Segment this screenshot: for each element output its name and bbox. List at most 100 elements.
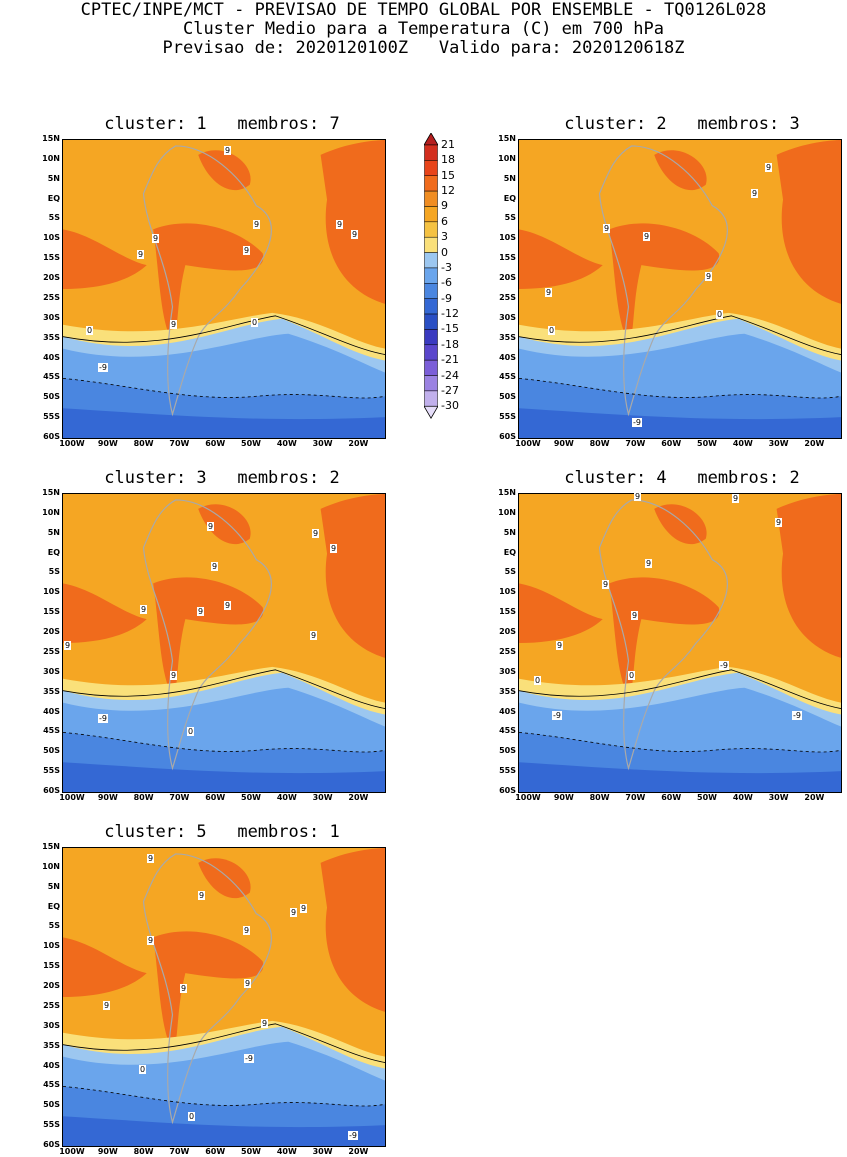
panel-title: cluster: 2 membros: 3 bbox=[564, 114, 800, 134]
contour-label: 9 bbox=[224, 601, 232, 610]
latitude-label: 10N bbox=[42, 507, 60, 517]
latitude-label: 20S bbox=[43, 627, 60, 637]
longitude-label: 90W bbox=[97, 793, 118, 802]
latitude-label: 20S bbox=[499, 627, 516, 637]
latitude-label: 40S bbox=[499, 706, 516, 716]
latitude-label: 25S bbox=[499, 646, 516, 656]
latitude-label: 45S bbox=[43, 372, 60, 382]
latitude-label: 40S bbox=[43, 1060, 60, 1070]
latitude-label: 15N bbox=[42, 134, 60, 143]
contour-label: 9 bbox=[705, 272, 713, 281]
latitude-label: 35S bbox=[43, 1040, 60, 1050]
map-panel bbox=[518, 139, 842, 439]
latitude-label: 35S bbox=[499, 332, 516, 342]
longitude-label: 50W bbox=[241, 1147, 261, 1156]
latitude-label: 15S bbox=[43, 253, 60, 263]
colorbar-box bbox=[424, 206, 438, 223]
colorbar-level-label: 9 bbox=[441, 199, 448, 213]
contour-label: 9 bbox=[170, 320, 178, 329]
contour-label: 9 bbox=[140, 605, 148, 614]
contour-label: 9 bbox=[634, 492, 642, 501]
latitude-label: 15N bbox=[42, 488, 60, 497]
latitude-label: 25S bbox=[43, 1000, 60, 1010]
latitude-label: 50S bbox=[499, 746, 516, 756]
longitude-label: 90W bbox=[553, 793, 574, 802]
latitude-label: EQ bbox=[47, 547, 60, 557]
latitude-label: 40S bbox=[43, 706, 60, 716]
latitude-label: 5N bbox=[47, 527, 60, 537]
contour-label: 9 bbox=[243, 926, 251, 935]
colorbar-box bbox=[424, 344, 438, 361]
contour-label: 0 bbox=[187, 727, 195, 736]
contour-label: 9 bbox=[290, 908, 298, 917]
longitude-label: 80W bbox=[589, 793, 610, 802]
longitude-label: 100W bbox=[59, 793, 85, 802]
latitude-label: 10N bbox=[498, 507, 516, 517]
longitude-label: 60W bbox=[205, 439, 226, 448]
contour-label: 0 bbox=[86, 326, 94, 335]
contour-label: 9 bbox=[261, 1019, 269, 1028]
latitude-label: 55S bbox=[43, 1120, 60, 1130]
longitude-label: 40W bbox=[276, 439, 297, 448]
colorbar-top-arrow bbox=[424, 133, 438, 146]
colorbar-box bbox=[424, 175, 438, 192]
contour-label: 9 bbox=[211, 562, 219, 571]
contour-label: -9 bbox=[792, 711, 802, 720]
latitude-label: 35S bbox=[499, 686, 516, 696]
latitude-label: 5S bbox=[48, 921, 60, 931]
latitude-label: 30S bbox=[499, 666, 516, 676]
panel-title: cluster: 3 membros: 2 bbox=[104, 468, 340, 488]
latitude-label: 55S bbox=[499, 766, 516, 776]
longitude-label: 70W bbox=[625, 793, 646, 802]
longitude-label: 20W bbox=[348, 439, 369, 448]
latitude-label: 15N bbox=[498, 134, 516, 143]
latitude-label: 50S bbox=[43, 746, 60, 756]
contour-label: 0 bbox=[251, 318, 259, 327]
latitude-label: 30S bbox=[43, 1020, 60, 1030]
latitude-label: 15S bbox=[43, 607, 60, 617]
colorbar-level-label: 6 bbox=[441, 214, 448, 228]
longitude-label: 30W bbox=[312, 439, 333, 448]
latitude-label: 20S bbox=[43, 981, 60, 991]
contour-label: 0 bbox=[716, 310, 724, 319]
colorbar-level-label: 15 bbox=[441, 168, 455, 182]
colorbar-level-label: -21 bbox=[441, 353, 459, 367]
latitude-label: 60S bbox=[43, 432, 60, 441]
longitude-label: 60W bbox=[205, 1147, 226, 1156]
colorbar-level-label: -27 bbox=[441, 383, 459, 397]
latitude-label: 45S bbox=[43, 726, 60, 736]
map-panel bbox=[62, 847, 386, 1147]
latitude-label: 15N bbox=[498, 488, 516, 497]
longitude-label: 100W bbox=[515, 439, 541, 448]
latitude-label: 10S bbox=[43, 941, 60, 951]
longitude-label: 40W bbox=[732, 793, 753, 802]
colorbar-level-label: -6 bbox=[441, 276, 452, 290]
colorbar-level-label: 21 bbox=[441, 138, 455, 151]
longitude-label: 40W bbox=[732, 439, 753, 448]
contour-label: 9 bbox=[645, 559, 653, 568]
contour-label: 9 bbox=[137, 250, 145, 259]
header-line-3: Previsao de: 2020120100Z Valido para: 20… bbox=[162, 38, 685, 58]
contour-label: 9 bbox=[180, 984, 188, 993]
contour-label: 9 bbox=[336, 220, 344, 229]
colorbar-box bbox=[424, 375, 438, 392]
colorbar-box bbox=[424, 144, 438, 161]
colorbar-level-label: 18 bbox=[441, 153, 455, 167]
longitude-label: 80W bbox=[133, 1147, 154, 1156]
longitude-label: 20W bbox=[348, 793, 369, 802]
latitude-label: 5S bbox=[504, 567, 516, 577]
latitude-label: 5S bbox=[48, 567, 60, 577]
longitude-label: 20W bbox=[804, 793, 825, 802]
longitude-label: 80W bbox=[133, 439, 154, 448]
contour-label: 0 bbox=[534, 676, 542, 685]
contour-label: 9 bbox=[765, 163, 773, 172]
latitude-label: 40S bbox=[43, 352, 60, 362]
latitude-label: EQ bbox=[503, 547, 516, 557]
longitude-label: 50W bbox=[241, 793, 261, 802]
latitude-label: 20S bbox=[499, 273, 516, 283]
longitude-label: 90W bbox=[97, 1147, 118, 1156]
contour-label: 9 bbox=[631, 611, 639, 620]
colorbar-box bbox=[424, 267, 438, 284]
latitude-label: 5N bbox=[503, 173, 516, 183]
latitude-label: 60S bbox=[499, 786, 516, 795]
